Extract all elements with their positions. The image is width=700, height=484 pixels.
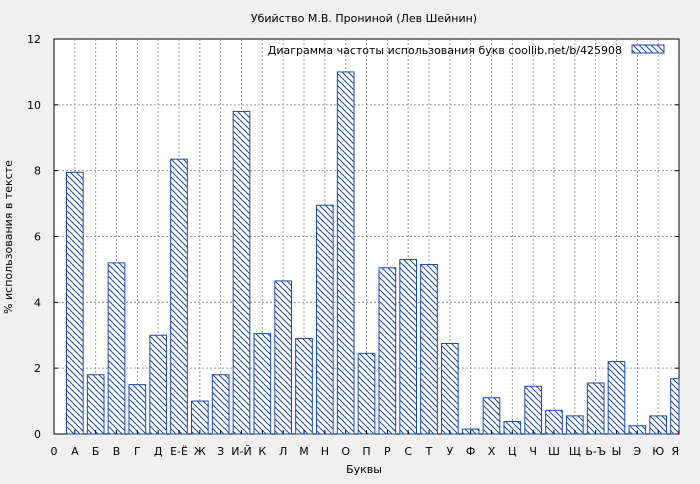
bar-Ч [524, 385, 542, 435]
x-tick-label: И-Й [231, 445, 251, 458]
x-tick-label: В [113, 445, 121, 458]
x-tick-label: Ж [194, 445, 206, 458]
y-tick-label: 6 [34, 231, 41, 244]
x-tick-label: О [341, 445, 350, 458]
bar-А [66, 171, 84, 435]
x-tick-label: Ы [612, 445, 622, 458]
x-tick-label: Я [671, 445, 679, 458]
bar-П [357, 352, 376, 435]
legend: Диаграмма частоты использования букв coo… [268, 44, 665, 57]
bar-М [295, 338, 313, 435]
x-tick-label: Е-Ё [170, 445, 188, 458]
x-tick-label: Ц [508, 445, 517, 458]
x-tick-label: У [446, 445, 453, 458]
x-tick-label: М [299, 445, 309, 458]
bars-layer [66, 71, 680, 435]
bar-С [399, 259, 418, 435]
bar-Я [670, 378, 680, 435]
x-axis-label: Буквы [346, 463, 382, 476]
y-tick-label: 2 [34, 362, 41, 375]
bar-Б [86, 374, 105, 435]
bar-Н [316, 204, 334, 435]
x-tick-label: С [404, 445, 412, 458]
x-tick-label: Э [633, 445, 641, 458]
x-tick-label: З [217, 445, 224, 458]
x-tick-label: А [71, 445, 79, 458]
x-tick-label: Ч [529, 445, 537, 458]
x-tick-label: К [258, 445, 266, 458]
bar-У [441, 342, 459, 435]
y-tick-label: 4 [34, 296, 41, 309]
bar-Ы [607, 361, 626, 435]
bar-К [253, 333, 272, 435]
x-tick-label: 0 [51, 445, 58, 458]
x-tick-label: П [362, 445, 370, 458]
x-tick-label: Г [134, 445, 141, 458]
y-axis-label: % использования в тексте [2, 160, 15, 314]
bar-Г [128, 384, 147, 435]
y-ticks: 0 2 4 6 8 10 12 [27, 33, 679, 441]
x-tick-label: Л [279, 445, 287, 458]
x-tick-label: Х [488, 445, 496, 458]
bar-Д [149, 334, 167, 435]
y-tick-label: 10 [27, 99, 41, 112]
x-tick-label: Р [384, 445, 391, 458]
bar-Р [378, 267, 397, 435]
bar-Е-Ё [170, 158, 188, 435]
bar-З [211, 374, 230, 435]
bar-В [107, 262, 126, 435]
bar-Ь-Ъ [586, 382, 605, 435]
chart-title: Убийство М.В. Прониной (Лев Шейнин) [251, 12, 477, 25]
legend-label: Диаграмма частоты использования букв coo… [268, 44, 622, 57]
x-tick-label: Т [425, 445, 433, 458]
legend-swatch [631, 44, 665, 54]
bar-Л [274, 280, 293, 435]
x-tick-label: Ю [652, 445, 664, 458]
bar-Х [482, 397, 501, 435]
bar-Т [420, 263, 438, 435]
bar-И-Й [232, 110, 251, 435]
x-tick-label: Д [154, 445, 163, 458]
bar-О [336, 71, 355, 435]
x-tick-label: Ф [466, 445, 475, 458]
x-tick-label: Н [321, 445, 329, 458]
y-tick-label: 0 [34, 428, 41, 441]
x-tick-label: Б [92, 445, 100, 458]
x-tick-label: Ь-Ъ [585, 445, 606, 458]
x-tick-label: Щ [569, 445, 581, 458]
bar-Ж [191, 400, 209, 435]
x-ticks: 0 А Б В Г Д Е-Ё Ж З И-Й К Л М Н О П Р С Т У Ф Х Ц Ч Ш Щ Ь-Ъ Ы Э Ю Я [51, 430, 680, 458]
x-tick-label: Ш [548, 445, 560, 458]
y-tick-label: 8 [34, 165, 41, 178]
y-tick-label: 12 [27, 33, 41, 46]
